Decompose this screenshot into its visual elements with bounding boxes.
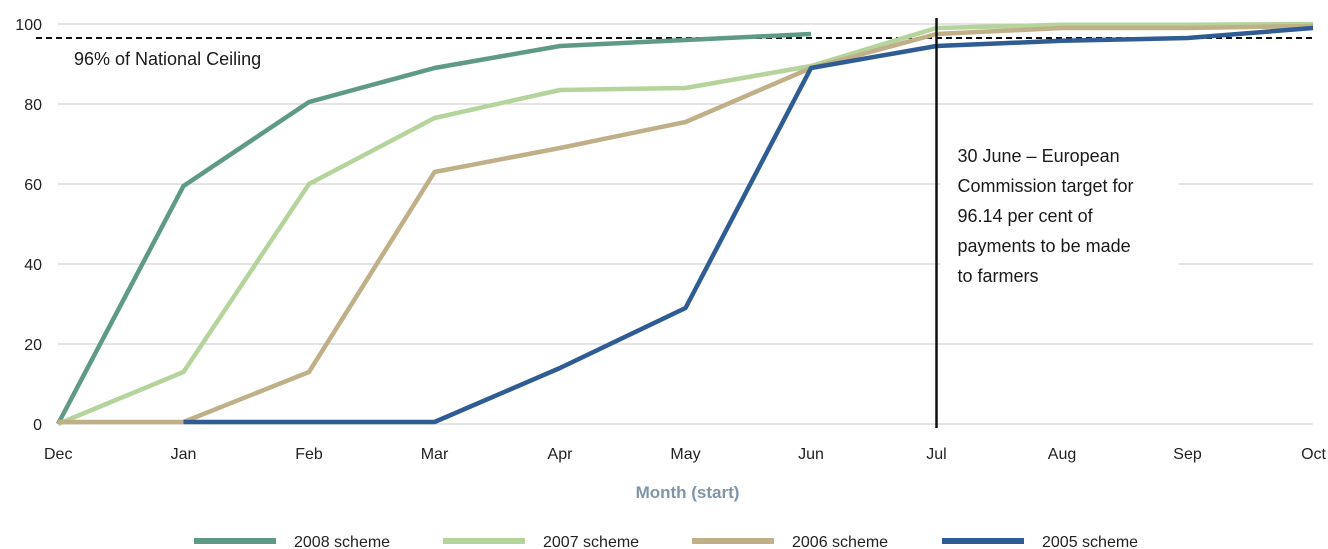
- annotation-line: payments to be made: [958, 236, 1131, 256]
- x-tick-label: Sep: [1173, 446, 1202, 463]
- x-tick-label: Jul: [926, 446, 946, 463]
- x-axis-label: Month (start): [636, 483, 740, 502]
- y-tick-label: 60: [24, 177, 42, 194]
- legend: 2008 scheme 2007 scheme 2006 scheme 2005 sc…: [194, 534, 1138, 549]
- legend-label: 2006 scheme: [792, 534, 888, 549]
- x-tick-label: Apr: [548, 446, 574, 463]
- y-tick-label: 20: [24, 337, 42, 354]
- gridlines: [58, 23, 1313, 425]
- legend-label: 2007 scheme: [543, 534, 639, 549]
- x-tick-label: Jun: [798, 446, 824, 463]
- x-tick-label: Jan: [171, 446, 197, 463]
- annotation-line: to farmers: [958, 266, 1039, 286]
- annotation-background: [940, 128, 1179, 290]
- series-line-2007-scheme: [57, 21, 1314, 427]
- legend-label: 2005 scheme: [1042, 534, 1138, 549]
- series-line-2006-scheme: [58, 23, 1314, 425]
- x-tick-label: Feb: [295, 446, 323, 463]
- x-tick-label: Aug: [1048, 446, 1076, 463]
- series-line-2008-scheme: [56, 31, 812, 426]
- annotation-line: 96.14 per cent of: [958, 206, 1094, 226]
- y-axis-ticks: 0 20 40 60 80 100: [15, 17, 42, 434]
- vertical-marker-annotation: 30 June – European Commission target for 9…: [958, 146, 1134, 286]
- y-tick-label: 40: [24, 257, 42, 274]
- reference-line-label: 96% of National Ceiling: [74, 49, 261, 69]
- x-tick-label: Dec: [44, 446, 72, 463]
- x-tick-label: Mar: [421, 446, 449, 463]
- x-tick-label: May: [670, 446, 700, 463]
- y-tick-label: 80: [24, 97, 42, 114]
- legend-label: 2008 scheme: [294, 534, 390, 549]
- series-line-2005-scheme: [183, 25, 1314, 425]
- annotation-line: 30 June – European: [958, 146, 1120, 166]
- annotation-line: Commission target for: [958, 176, 1134, 196]
- y-tick-label: 0: [33, 417, 42, 434]
- x-axis-ticks: Dec Jan Feb Mar Apr May Jun Jul Aug Sep Oct: [44, 446, 1327, 463]
- x-tick-label: Oct: [1301, 446, 1326, 463]
- series-lines: [56, 21, 1314, 427]
- y-tick-label: 100: [15, 17, 42, 34]
